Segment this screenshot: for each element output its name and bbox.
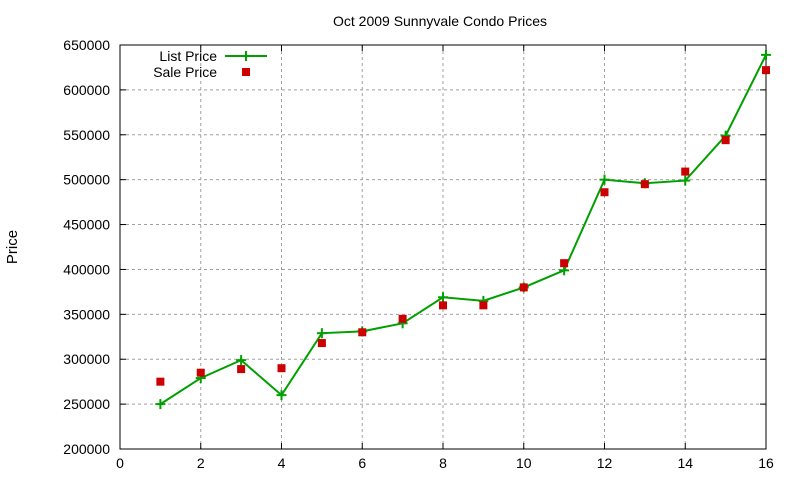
- series-layer: [155, 49, 771, 410]
- x-tick-label: 4: [278, 455, 286, 471]
- y-tick-label: 200000: [63, 441, 110, 457]
- data-point: [600, 188, 609, 197]
- y-tick-label: 300000: [63, 351, 110, 367]
- grid-lines: [120, 45, 766, 449]
- y-tick-label: 400000: [63, 261, 110, 277]
- tick-labels: 0 2 4 6 8 10 12 14 16 200000 250000 300000 350000 400…: [63, 37, 774, 471]
- data-point: [519, 283, 528, 292]
- y-tick-label: 450000: [63, 217, 110, 233]
- data-point: [237, 365, 246, 374]
- y-tick-label: 550000: [63, 127, 110, 143]
- series-line: [159, 54, 767, 405]
- series-list-price: [155, 49, 771, 410]
- data-point: [479, 301, 488, 310]
- series-sale-price: [156, 66, 770, 386]
- x-tick-label: 14: [677, 455, 693, 471]
- y-tick-label: 600000: [63, 82, 110, 98]
- data-point: [156, 377, 165, 386]
- data-point: [398, 314, 407, 323]
- data-point: [681, 167, 690, 176]
- y-tick-label: 500000: [63, 172, 110, 188]
- x-tick-label: 0: [116, 455, 124, 471]
- x-tick-label: 8: [439, 455, 447, 471]
- data-point: [721, 136, 730, 145]
- data-point: [439, 301, 447, 310]
- axes: [119, 44, 767, 450]
- data-point: [762, 66, 770, 75]
- y-axis-label: Price: [4, 230, 21, 264]
- y-tick-label: 650000: [63, 37, 110, 53]
- x-tick-label: 6: [358, 455, 366, 471]
- legend-label: Sale Price: [153, 64, 217, 80]
- y-tick-label: 350000: [63, 306, 110, 322]
- x-tick-label: 16: [758, 455, 774, 471]
- y-tick-label: 250000: [63, 396, 110, 412]
- data-point: [277, 364, 286, 373]
- x-tick-label: 10: [516, 455, 532, 471]
- x-tick-label: 12: [597, 455, 613, 471]
- legend-label: List Price: [159, 48, 217, 64]
- data-point: [640, 180, 649, 189]
- chart-title: Oct 2009 Sunnyvale Condo Prices: [333, 13, 547, 29]
- data-point: [196, 368, 205, 377]
- data-point: [358, 328, 367, 337]
- data-point: [560, 259, 569, 268]
- data-point: [317, 339, 326, 348]
- x-tick-label: 2: [197, 455, 205, 471]
